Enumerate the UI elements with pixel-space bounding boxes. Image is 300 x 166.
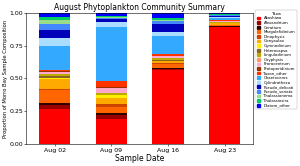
Bar: [39, 38, 70, 46]
Bar: [96, 98, 127, 104]
Bar: [209, 22, 240, 23]
Bar: [209, 16, 240, 17]
Bar: [39, 105, 70, 109]
Bar: [152, 32, 184, 36]
Bar: [39, 30, 70, 38]
Bar: [39, 76, 70, 78]
Bar: [96, 81, 127, 87]
Bar: [209, 15, 240, 16]
Bar: [96, 18, 127, 19]
Bar: [152, 20, 184, 21]
Bar: [209, 23, 240, 25]
Bar: [209, 20, 240, 21]
Bar: [152, 55, 184, 56]
Bar: [96, 93, 127, 95]
Bar: [39, 75, 70, 76]
Bar: [96, 113, 127, 115]
Bar: [39, 89, 70, 90]
Bar: [96, 13, 127, 15]
Bar: [39, 46, 70, 70]
Bar: [152, 63, 184, 64]
Bar: [152, 60, 184, 61]
Bar: [39, 90, 70, 103]
Bar: [96, 119, 127, 144]
Bar: [152, 68, 184, 69]
Legend: Akashiwo, Alexandrium, Ceratium, Margalefidinium, Dinophysis, Gonyaulax, Gymnodi: Akashiwo, Alexandrium, Ceratium, Margale…: [255, 10, 297, 109]
Bar: [96, 19, 127, 22]
Bar: [96, 22, 127, 27]
Bar: [39, 20, 70, 24]
Bar: [152, 70, 184, 144]
Bar: [39, 24, 70, 30]
Bar: [209, 25, 240, 26]
Bar: [39, 109, 70, 144]
Bar: [39, 72, 70, 74]
Bar: [209, 27, 240, 144]
Bar: [152, 56, 184, 58]
Bar: [96, 92, 127, 93]
Bar: [96, 15, 127, 17]
Bar: [39, 17, 70, 20]
Bar: [96, 17, 127, 18]
Bar: [39, 74, 70, 75]
Bar: [39, 71, 70, 72]
Bar: [39, 70, 70, 71]
Bar: [152, 69, 184, 70]
Bar: [152, 21, 184, 24]
Bar: [39, 79, 70, 89]
Bar: [209, 17, 240, 18]
Bar: [152, 61, 184, 63]
Bar: [152, 58, 184, 60]
Bar: [209, 14, 240, 15]
Bar: [209, 26, 240, 27]
Bar: [96, 87, 127, 88]
Bar: [39, 78, 70, 79]
Y-axis label: Proportion of Morro Bay Sample Composition: Proportion of Morro Bay Sample Compositi…: [3, 19, 8, 137]
Bar: [96, 107, 127, 113]
Bar: [209, 13, 240, 14]
Bar: [209, 18, 240, 20]
Bar: [152, 64, 184, 68]
Bar: [152, 36, 184, 54]
Bar: [209, 21, 240, 22]
Bar: [96, 104, 127, 107]
Bar: [39, 13, 70, 17]
X-axis label: Sample Date: Sample Date: [115, 154, 164, 163]
Bar: [96, 115, 127, 119]
Bar: [96, 27, 127, 81]
Bar: [152, 54, 184, 55]
Bar: [39, 103, 70, 105]
Bar: [152, 18, 184, 20]
Bar: [96, 88, 127, 92]
Title: August Phytoplankton Community Summary: August Phytoplankton Community Summary: [54, 3, 225, 12]
Bar: [96, 95, 127, 98]
Bar: [152, 13, 184, 18]
Bar: [152, 24, 184, 32]
